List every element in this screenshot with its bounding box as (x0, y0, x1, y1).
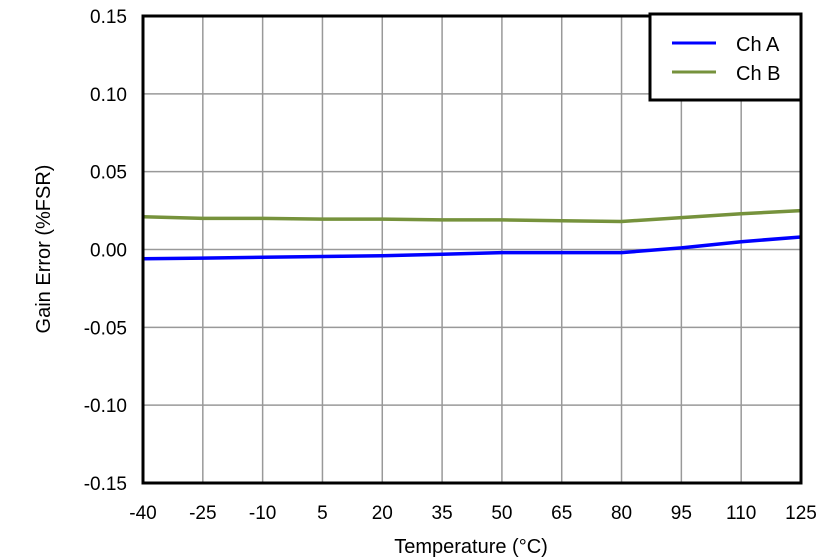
legend-label-ch-a: Ch A (736, 34, 780, 56)
x-tick-label: 110 (726, 503, 756, 524)
x-axis-label: Temperature (°C) (394, 536, 548, 558)
x-tick-label: 125 (785, 503, 817, 524)
y-tick-label: 0.15 (90, 7, 127, 28)
legend-box (648, 12, 803, 102)
y-tick-label: -0.10 (84, 396, 127, 417)
series-lines (142, 208, 802, 261)
x-tick-label: 35 (432, 503, 453, 524)
x-tick-label: 65 (551, 503, 572, 524)
x-tick-label: 20 (372, 503, 393, 524)
x-tick-label: -10 (249, 503, 276, 524)
series-line-ch-b (142, 208, 802, 224)
y-axis-ticks: 0.15 0.10 0.05 0.00 -0.05 -0.10 -0.15 (84, 7, 127, 495)
x-tick-label: -25 (189, 503, 216, 524)
y-axis-label: Gain Error (%FSR) (33, 165, 55, 334)
y-tick-label: -0.05 (84, 318, 127, 339)
x-tick-label: 50 (491, 503, 512, 524)
series-line-ch-a (142, 235, 802, 261)
x-axis-ticks: -40 -25 -10 5 20 35 50 65 80 95 110 125 (129, 503, 817, 524)
y-tick-label: -0.15 (84, 474, 127, 495)
x-tick-label: -40 (129, 503, 156, 524)
grid-lines (143, 16, 801, 483)
legend: Ch A Ch B (648, 12, 803, 102)
y-tick-label: 0.05 (90, 163, 127, 184)
x-tick-label: 5 (317, 503, 328, 524)
y-tick-label: 0.10 (90, 85, 127, 106)
legend-label-ch-b: Ch B (736, 63, 780, 85)
y-tick-label: 0.00 (90, 241, 127, 262)
plot-area-border (141, 14, 803, 485)
x-tick-label: 80 (611, 503, 632, 524)
x-tick-label: 95 (671, 503, 692, 524)
